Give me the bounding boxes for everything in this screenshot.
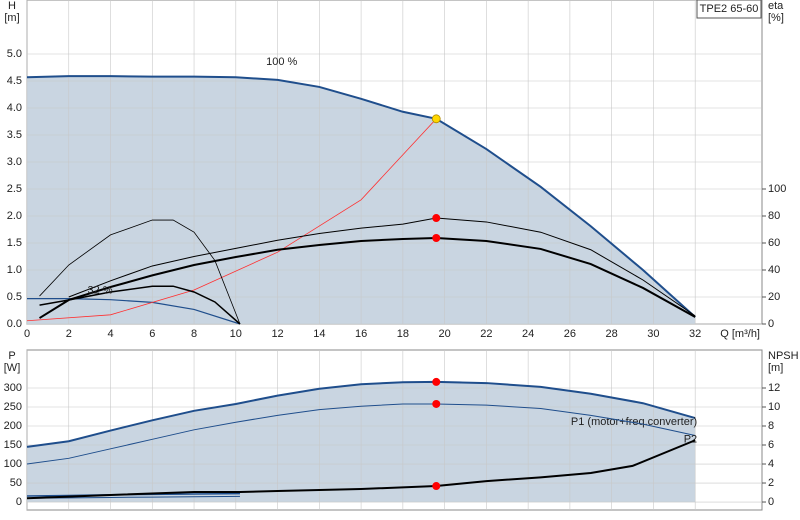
x-tick-label: 20 <box>438 328 450 340</box>
y-tick-label: 1.5 <box>7 237 22 249</box>
curve <box>26 380 696 448</box>
y-tick-label: 4.0 <box>7 102 22 114</box>
y-tick-label: 3.5 <box>7 129 22 141</box>
annotation: 32 % <box>88 284 113 296</box>
y-tick-label: 3.0 <box>7 156 22 168</box>
y2-tick-label: 8 <box>768 420 774 432</box>
x-tick-label: 32 <box>689 328 701 340</box>
y-tick-label: 50 <box>10 477 22 489</box>
x-tick-label: 6 <box>149 328 155 340</box>
x-tick-label: 22 <box>480 328 492 340</box>
x-tick-label: 2 <box>66 328 72 340</box>
x-axis-label: Q [m³/h] <box>720 328 760 340</box>
y2-tick-label: 60 <box>768 237 780 249</box>
y-tick-label: 300 <box>4 382 22 394</box>
x-tick-label: 0 <box>24 328 30 340</box>
y-tick-label: 2.0 <box>7 210 22 222</box>
y-axis-label: P <box>8 350 15 362</box>
y2-tick-label: 20 <box>768 291 780 303</box>
y-axis-label: [m] <box>4 12 19 24</box>
y-tick-label: 1.0 <box>7 264 22 276</box>
curve <box>27 298 241 325</box>
y2-axis-label: NPSH <box>768 350 799 362</box>
curve <box>26 75 696 318</box>
x-tick-label: 12 <box>271 328 283 340</box>
duty-point <box>432 399 441 408</box>
y2-axis-label: [%] <box>768 12 784 24</box>
y-axis-label: [W] <box>4 362 21 374</box>
duty-point <box>432 234 441 243</box>
y-tick-label: 0.0 <box>7 318 22 330</box>
y2-tick-label: 12 <box>768 382 780 394</box>
x-tick-label: 18 <box>397 328 409 340</box>
y-tick-label: 250 <box>4 401 22 413</box>
y-tick-label: 4.5 <box>7 75 22 87</box>
duty-point <box>432 214 441 223</box>
curve-label: P2 <box>684 433 697 445</box>
y-tick-label: 2.5 <box>7 183 22 195</box>
model-box <box>696 0 762 19</box>
y2-tick-label: 2 <box>768 477 774 489</box>
y2-tick-label: 4 <box>768 458 774 470</box>
y-tick-label: 0 <box>16 496 22 508</box>
curve <box>39 285 241 325</box>
y2-axis-label: eta <box>768 0 784 12</box>
curve <box>26 118 437 322</box>
curve <box>39 237 696 319</box>
x-tick-label: 28 <box>606 328 618 340</box>
curve <box>26 439 696 500</box>
annotation: 100 % <box>266 56 297 68</box>
curve <box>26 495 240 499</box>
x-tick-label: 16 <box>355 328 367 340</box>
x-tick-label: 4 <box>107 328 113 340</box>
y2-axis-label: [m] <box>768 362 783 374</box>
y-tick-label: 0.5 <box>7 291 22 303</box>
duty-point <box>431 114 441 124</box>
x-tick-label: 24 <box>522 328 534 340</box>
x-tick-label: 8 <box>191 328 197 340</box>
y-tick-label: 5.0 <box>7 48 22 60</box>
duty-point <box>432 482 441 491</box>
curve-label: P1 (motor+freq.converter) <box>571 416 697 428</box>
model-name: TPE2 65-60 <box>700 3 759 15</box>
y2-tick-label: 0 <box>768 318 774 330</box>
y2-tick-label: 6 <box>768 439 774 451</box>
y-tick-label: 200 <box>4 420 22 432</box>
y2-tick-label: 80 <box>768 210 780 222</box>
x-tick-label: 10 <box>230 328 242 340</box>
y-tick-label: 100 <box>4 458 22 470</box>
curve <box>39 219 241 325</box>
y-axis-label: H <box>8 0 16 12</box>
y2-tick-label: 100 <box>768 183 786 195</box>
x-tick-label: 30 <box>647 328 659 340</box>
y-tick-label: 150 <box>4 439 22 451</box>
y2-tick-label: 40 <box>768 264 780 276</box>
y2-tick-label: 10 <box>768 401 780 413</box>
curve <box>26 403 696 465</box>
duty-point <box>432 377 441 386</box>
x-tick-label: 14 <box>313 328 325 340</box>
curve <box>68 217 696 317</box>
y2-tick-label: 0 <box>768 496 774 508</box>
x-tick-label: 26 <box>564 328 576 340</box>
